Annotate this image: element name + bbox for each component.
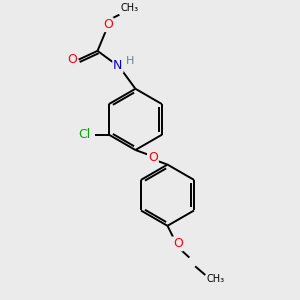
Text: Cl: Cl — [78, 128, 90, 141]
Text: O: O — [67, 53, 77, 66]
Text: CH₃: CH₃ — [121, 3, 139, 13]
Text: CH₃: CH₃ — [206, 274, 225, 284]
Text: O: O — [148, 151, 158, 164]
Text: O: O — [103, 18, 113, 31]
Text: H: H — [126, 56, 135, 65]
Text: N: N — [113, 59, 123, 72]
Text: O: O — [173, 237, 183, 250]
